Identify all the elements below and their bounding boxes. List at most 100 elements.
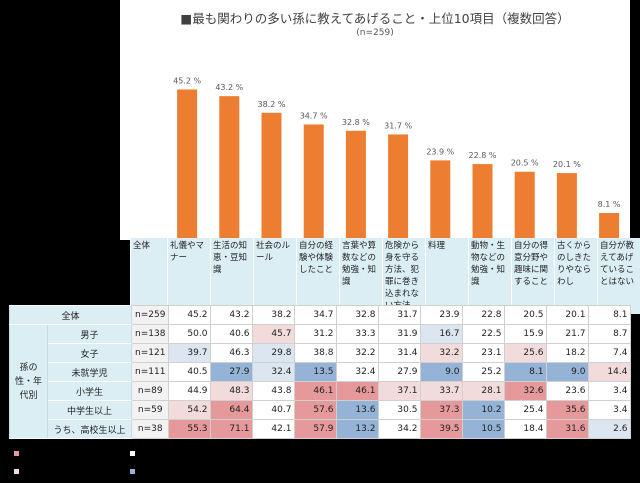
data-label: 38.2 % xyxy=(258,100,286,109)
data-label: 8.1 % xyxy=(598,200,621,209)
row-label: 未就学児 xyxy=(47,362,132,382)
sample-size: n=259 xyxy=(130,305,170,325)
value-cell: 55.3 xyxy=(168,419,212,439)
category-header: 自分の得意分野や趣味に関すること xyxy=(511,238,555,314)
bar xyxy=(599,213,620,240)
sample-size: n=59 xyxy=(130,400,170,420)
row-label: 女子 xyxy=(47,343,132,363)
value-cell: 8.1 xyxy=(588,305,632,325)
bar xyxy=(430,160,451,240)
bar xyxy=(177,89,198,240)
sample-size: n=38 xyxy=(130,419,170,439)
value-cell: 34.2 xyxy=(378,419,422,439)
value-cell: 64.4 xyxy=(210,400,254,420)
value-cell: 20.5 xyxy=(504,305,548,325)
value-cell: 31.9 xyxy=(378,324,422,344)
sample-size: n=138 xyxy=(130,324,170,344)
value-cell: 33.3 xyxy=(336,324,380,344)
value-cell: 34.7 xyxy=(294,305,338,325)
value-cell: 39.7 xyxy=(168,343,212,363)
category-header: 古くからのしきたりやならわし xyxy=(554,238,598,314)
legend-swatch-high xyxy=(14,451,19,456)
value-cell: 32.4 xyxy=(252,362,296,382)
category-header: 言葉や算数などの勉強・知識 xyxy=(339,238,383,314)
sample-size: n=121 xyxy=(130,343,170,363)
value-cell: 42.1 xyxy=(252,419,296,439)
category-header: 社会のルール xyxy=(253,238,297,314)
value-cell: 8.7 xyxy=(588,324,632,344)
data-label: 22.8 % xyxy=(469,151,497,160)
value-cell: 35.6 xyxy=(546,400,590,420)
value-cell: 25.6 xyxy=(504,343,548,363)
data-label: 45.2 % xyxy=(173,76,201,85)
value-cell: 40.6 xyxy=(210,324,254,344)
value-cell: 23.6 xyxy=(546,381,590,401)
category-header: 料理 xyxy=(425,238,469,314)
data-label: 31.7 % xyxy=(384,121,412,130)
legend-swatch-low xyxy=(130,469,135,474)
sample-size: n=111 xyxy=(130,362,170,382)
value-cell: 25.4 xyxy=(504,400,548,420)
value-cell: 46.1 xyxy=(336,381,380,401)
legend-swatch-slightly-high xyxy=(14,469,19,474)
row-label: 男子 xyxy=(47,324,132,344)
value-cell: 71.1 xyxy=(210,419,254,439)
data-label: 43.2 % xyxy=(215,83,243,92)
category-header: 危険から身を守る方法、犯罪に巻き込まれない方法 xyxy=(382,238,426,314)
value-cell: 38.2 xyxy=(252,305,296,325)
value-cell: 18.4 xyxy=(504,419,548,439)
value-cell: 28.1 xyxy=(462,381,506,401)
sample-size: n=89 xyxy=(130,381,170,401)
value-cell: 13.5 xyxy=(294,362,338,382)
value-cell: 13.6 xyxy=(336,400,380,420)
category-header: 動物・生物などの勉強・知識 xyxy=(468,238,512,314)
value-cell: 31.6 xyxy=(546,419,590,439)
chart-subtitle: (n=259) xyxy=(356,28,394,38)
value-cell: 37.3 xyxy=(420,400,464,420)
header-cell-total: 全体 xyxy=(130,238,168,314)
value-cell: 27.9 xyxy=(210,362,254,382)
chart-title: ■最も関わりの多い孫に教えてあげること・上位10項目（複数回答） xyxy=(180,11,570,26)
value-cell: 44.9 xyxy=(168,381,212,401)
bar xyxy=(219,96,240,240)
chart-panel xyxy=(120,0,630,240)
value-cell: 50.0 xyxy=(168,324,212,344)
value-cell: 21.7 xyxy=(546,324,590,344)
value-cell: 7.4 xyxy=(588,343,632,363)
value-cell: 2.6 xyxy=(588,419,632,439)
bar xyxy=(556,173,577,240)
value-cell: 40.5 xyxy=(168,362,212,382)
value-cell: 30.5 xyxy=(378,400,422,420)
value-cell: 46.3 xyxy=(210,343,254,363)
data-label: 20.5 % xyxy=(511,159,539,168)
value-cell: 10.5 xyxy=(462,419,506,439)
value-cell: 3.4 xyxy=(588,381,632,401)
value-cell: 32.2 xyxy=(420,343,464,363)
bar xyxy=(303,124,324,240)
value-cell: 32.4 xyxy=(336,362,380,382)
category-header: 礼儀やマナー xyxy=(167,238,211,314)
legend-swatch-neutral xyxy=(130,451,135,456)
bar-chart: 45.2 % 43.2 % 38.2 % 34.7 % 32.8 % 31.7 % 23.9… xyxy=(173,76,621,240)
category-header: 生活の知恵・豆知識 xyxy=(210,238,254,314)
value-cell: 15.9 xyxy=(504,324,548,344)
value-cell: 9.0 xyxy=(420,362,464,382)
value-cell: 10.2 xyxy=(462,400,506,420)
value-cell: 39.5 xyxy=(420,419,464,439)
value-cell: 8.1 xyxy=(504,362,548,382)
bar xyxy=(514,171,535,240)
value-cell: 3.4 xyxy=(588,400,632,420)
value-cell: 27.9 xyxy=(378,362,422,382)
value-cell: 14.4 xyxy=(588,362,632,382)
value-cell: 38.8 xyxy=(294,343,338,363)
bar xyxy=(345,130,366,240)
value-cell: 13.2 xyxy=(336,419,380,439)
value-cell: 43.8 xyxy=(252,381,296,401)
value-cell: 32.8 xyxy=(336,305,380,325)
value-cell: 32.6 xyxy=(504,381,548,401)
row-label: 全体 xyxy=(9,305,132,325)
table-row: 全体 n=259 45.2 43.2 38.2 34.7 32.8 31.7 23.9 22.8 2… xyxy=(9,305,632,325)
bar xyxy=(261,112,282,240)
value-cell: 22.8 xyxy=(462,305,506,325)
value-cell: 57.6 xyxy=(294,400,338,420)
